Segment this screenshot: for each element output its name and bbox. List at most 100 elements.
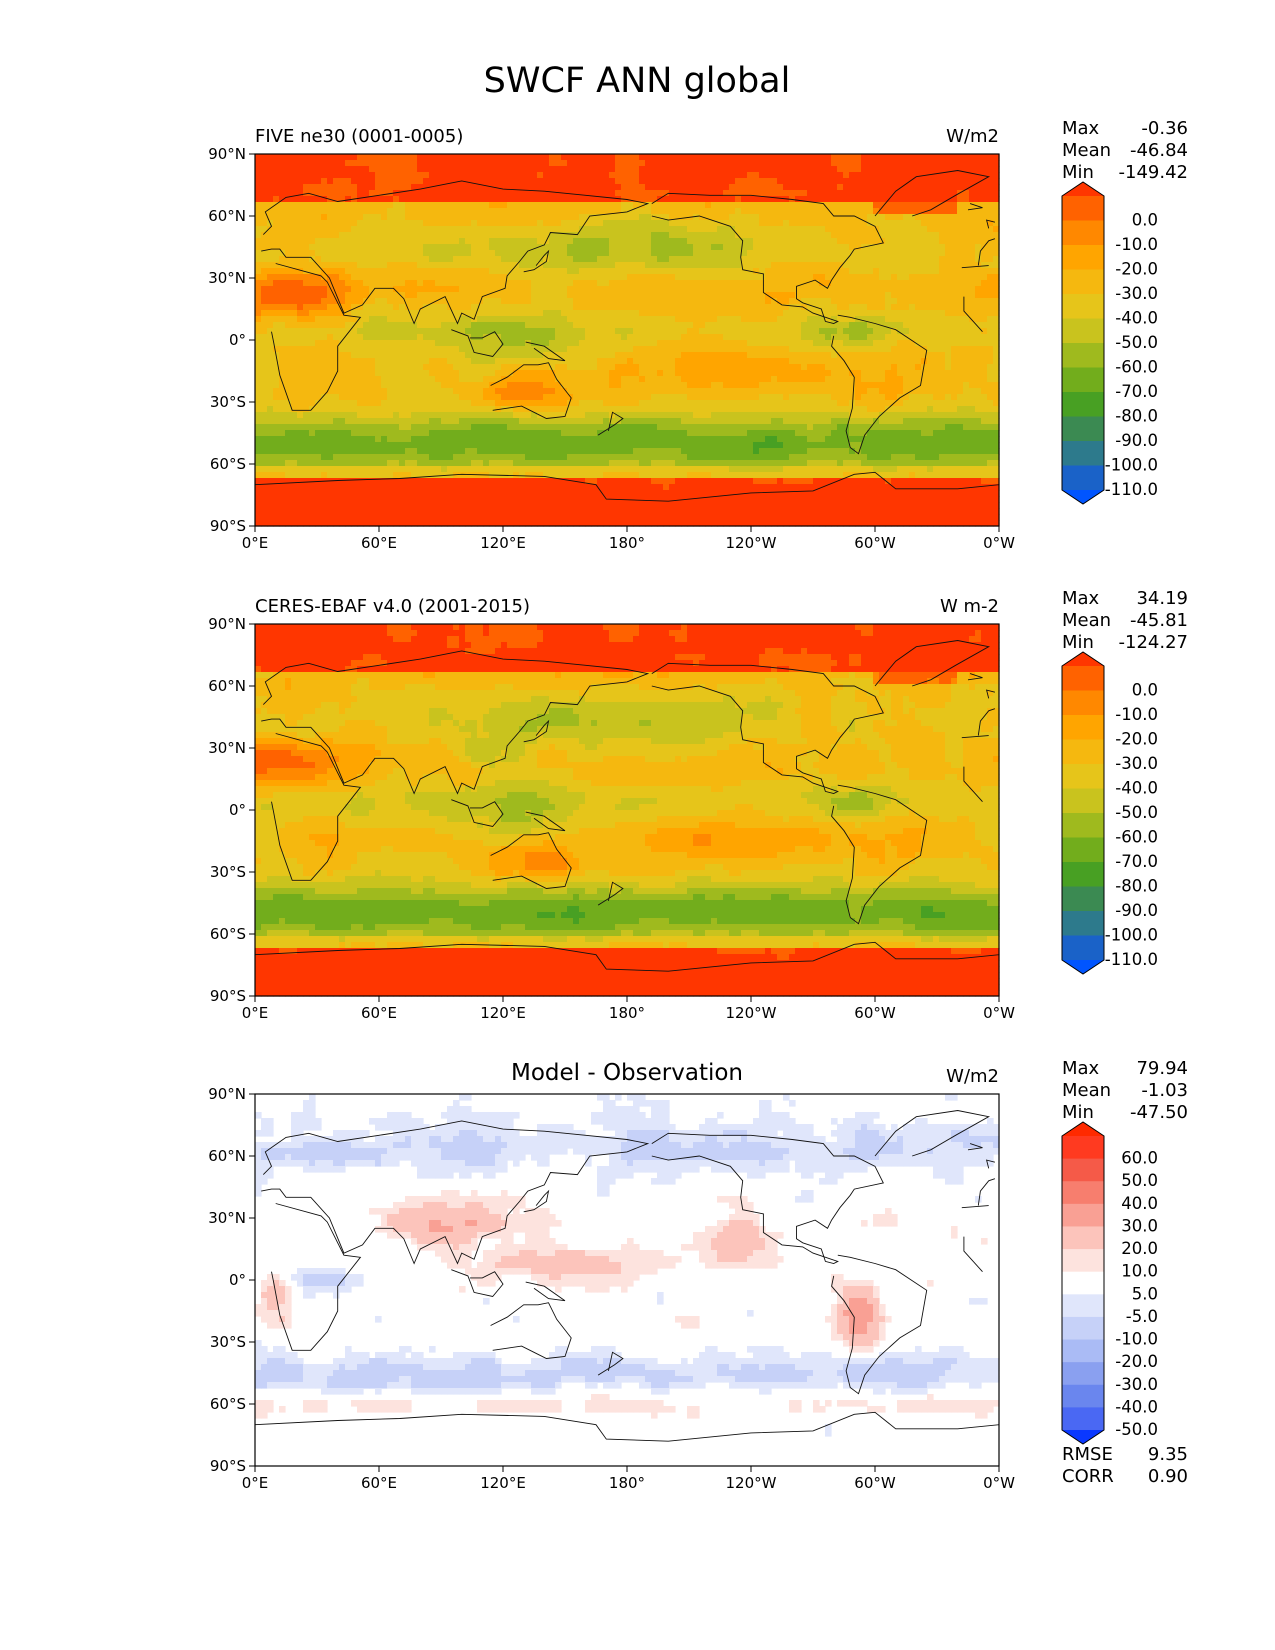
grid-cell (729, 178, 736, 185)
grid-cell (693, 196, 700, 203)
grid-cell (651, 220, 658, 227)
grid-cell (477, 250, 484, 257)
grid-cell (633, 232, 640, 239)
grid-cell (915, 232, 922, 239)
grid-cell (837, 166, 844, 173)
grid-cell (627, 160, 634, 167)
grid-cell (483, 244, 490, 251)
grid-cell (387, 250, 394, 257)
grid-cell (507, 250, 514, 257)
grid-cell (477, 160, 484, 167)
grid-cell (615, 202, 622, 209)
grid-cell (897, 220, 904, 227)
grid-cell (549, 244, 556, 251)
grid-cell (855, 178, 862, 185)
grid-cell (885, 172, 892, 179)
grid-cell (549, 214, 556, 221)
grid-cell (945, 226, 952, 233)
grid-cell (255, 202, 262, 209)
grid-cell (651, 166, 658, 173)
grid-cell (639, 226, 646, 233)
grid-cell (795, 226, 802, 233)
grid-cell (585, 232, 592, 239)
grid-cell (387, 208, 394, 215)
grid-cell (849, 208, 856, 215)
grid-cell (345, 202, 352, 209)
grid-cell (825, 220, 832, 227)
grid-cell (693, 226, 700, 233)
grid-cell (555, 172, 562, 179)
grid-cell (951, 178, 958, 185)
grid-cell (897, 208, 904, 215)
grid-cell (867, 196, 874, 203)
grid-cell (501, 208, 508, 215)
grid-cell (411, 232, 418, 239)
grid-cell (465, 214, 472, 221)
grid-cell (303, 184, 310, 191)
grid-cell (279, 178, 286, 185)
grid-cell (477, 196, 484, 203)
grid-cell (399, 208, 406, 215)
grid-cell (933, 196, 940, 203)
grid-cell (783, 190, 790, 197)
grid-cell (615, 220, 622, 227)
grid-cell (579, 238, 586, 245)
grid-cell (555, 154, 562, 161)
grid-cell (621, 190, 628, 197)
grid-cell (315, 220, 322, 227)
grid-cell (633, 214, 640, 221)
grid-cell (495, 232, 502, 239)
grid-cell (795, 232, 802, 239)
grid-cell (945, 208, 952, 215)
grid-cell (795, 184, 802, 191)
grid-cell (693, 190, 700, 197)
grid-cell (435, 238, 442, 245)
grid-cell (903, 202, 910, 209)
grid-cell (723, 154, 730, 161)
grid-cell (567, 232, 574, 239)
grid-cell (555, 196, 562, 203)
grid-cell (639, 214, 646, 221)
grid-cell (405, 244, 412, 251)
grid-cell (867, 232, 874, 239)
grid-cell (453, 220, 460, 227)
grid-cell (297, 172, 304, 179)
grid-cell (831, 220, 838, 227)
grid-cell (699, 184, 706, 191)
grid-cell (435, 244, 442, 251)
grid-cell (285, 190, 292, 197)
grid-cell (915, 178, 922, 185)
grid-cell (717, 208, 724, 215)
grid-cell (843, 154, 850, 161)
grid-cell (411, 160, 418, 167)
grid-cell (279, 160, 286, 167)
grid-cell (549, 172, 556, 179)
grid-cell (261, 220, 268, 227)
grid-cell (885, 244, 892, 251)
grid-cell (429, 154, 436, 161)
grid-cell (921, 226, 928, 233)
grid-cell (609, 244, 616, 251)
grid-cell (279, 166, 286, 173)
grid-cell (807, 220, 814, 227)
grid-cell (867, 166, 874, 173)
grid-cell (267, 160, 274, 167)
grid-cell (741, 184, 748, 191)
grid-cell (525, 208, 532, 215)
grid-cell (669, 232, 676, 239)
grid-cell (855, 166, 862, 173)
grid-cell (639, 172, 646, 179)
grid-cell (363, 238, 370, 245)
grid-cell (699, 202, 706, 209)
grid-cell (429, 178, 436, 185)
grid-cell (645, 250, 652, 257)
grid-cell (333, 202, 340, 209)
grid-cell (297, 208, 304, 215)
grid-cell (753, 232, 760, 239)
grid-cell (855, 196, 862, 203)
grid-cell (453, 166, 460, 173)
grid-cell (867, 208, 874, 215)
grid-cell (825, 244, 832, 251)
grid-cell (789, 166, 796, 173)
grid-cell (783, 172, 790, 179)
